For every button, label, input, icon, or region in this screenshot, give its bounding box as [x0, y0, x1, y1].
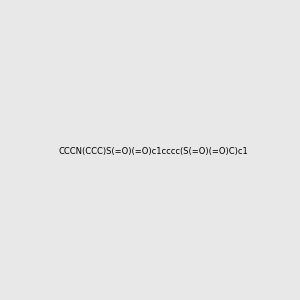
Text: CCCN(CCC)S(=O)(=O)c1cccc(S(=O)(=O)C)c1: CCCN(CCC)S(=O)(=O)c1cccc(S(=O)(=O)C)c1	[59, 147, 249, 156]
